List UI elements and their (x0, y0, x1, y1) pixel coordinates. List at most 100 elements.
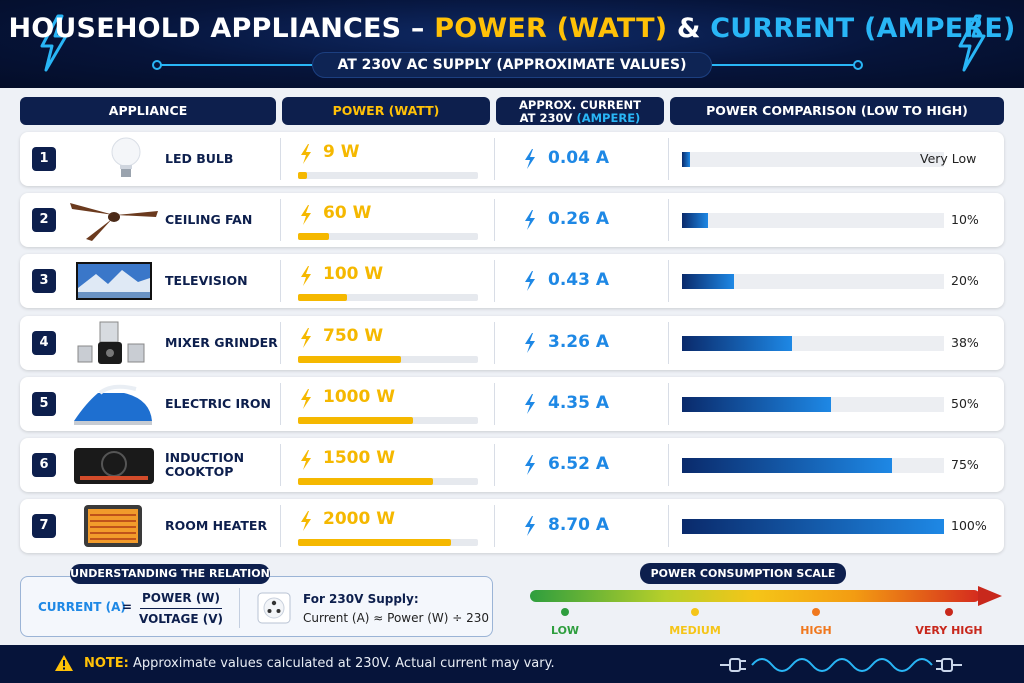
power-bolt-icon (300, 389, 312, 409)
comparison-bar-fill (682, 336, 793, 351)
power-bar-track (298, 539, 478, 546)
scale-dot (945, 608, 953, 616)
comparison-bar-track (682, 336, 944, 351)
column-divider (494, 505, 495, 547)
row-number: 5 (32, 392, 56, 416)
power-value: 2000 W (323, 509, 395, 529)
comparison-bar-fill (682, 458, 892, 473)
lightning-bolt-icon (958, 14, 986, 72)
power-bolt-icon (300, 205, 312, 225)
table-row: 3 TELEVISION 100 W 0.43 A 20% (20, 254, 1004, 308)
power-bar-track (298, 356, 478, 363)
column-divider (280, 138, 281, 180)
current-bolt-icon (524, 149, 536, 169)
page-title: HOUSEHOLD APPLIANCES – POWER (WATT) & CU… (8, 13, 1016, 44)
column-divider (668, 260, 669, 302)
plug-wave-icon (720, 658, 962, 672)
row-number: 7 (32, 514, 56, 538)
scale-gradient-bar (530, 590, 980, 602)
column-divider (280, 444, 281, 486)
table-row: 4 MIXER GRINDER 750 W 3.26 A 38% (20, 316, 1004, 370)
comparison-label: 38% (951, 335, 979, 350)
formula-equals: = (122, 600, 133, 614)
appliance-name: TELEVISION (165, 273, 248, 288)
comparison-label: 75% (951, 457, 979, 472)
comparison-label: 10% (951, 212, 979, 227)
power-bar-track (298, 294, 478, 301)
current-value: 6.52 A (548, 454, 610, 474)
power-value: 1000 W (323, 387, 395, 407)
header-banner: HOUSEHOLD APPLIANCES – POWER (WATT) & CU… (0, 0, 1024, 88)
column-divider (668, 383, 669, 425)
power-bar-fill (298, 478, 433, 485)
power-bolt-icon (300, 450, 312, 470)
power-bar-fill (298, 172, 307, 179)
subtitle-divider-dot (853, 60, 863, 70)
power-bar-track (298, 417, 478, 424)
power-bar-fill (298, 233, 329, 240)
comparison-label: 50% (951, 396, 979, 411)
comparison-label: 100% (951, 518, 987, 533)
formula-lhs: CURRENT (A) (38, 600, 126, 614)
scale-label: MEDIUM (669, 624, 721, 637)
scale-label: VERY HIGH (915, 624, 983, 637)
power-bar-track (298, 172, 478, 179)
current-value: 3.26 A (548, 332, 610, 352)
appliance-image (66, 258, 160, 304)
comparison-bar-track (682, 274, 944, 289)
footer-bar (0, 645, 1024, 683)
current-bolt-icon (524, 394, 536, 414)
scale-label: HIGH (800, 624, 832, 637)
table-row: 2 CEILING FAN 60 W 0.26 A 10% (20, 193, 1004, 247)
power-bolt-icon (300, 144, 312, 164)
power-bolt-icon (300, 328, 312, 348)
column-header-power: POWER (WATT) (282, 97, 490, 125)
comparison-bar-fill (682, 213, 709, 228)
column-divider (280, 383, 281, 425)
power-value: 9 W (323, 142, 360, 162)
relation-box (20, 576, 493, 637)
comparison-bar-fill (682, 397, 832, 412)
comparison-bar-track (682, 519, 944, 534)
current-value: 4.35 A (548, 393, 610, 413)
appliance-name: LED BULB (165, 151, 234, 166)
fraction-bar (140, 608, 222, 609)
power-bolt-icon (300, 511, 312, 531)
power-bar-fill (298, 417, 414, 424)
scale-dot (812, 608, 820, 616)
column-divider (494, 138, 495, 180)
column-divider (668, 138, 669, 180)
appliance-image (66, 442, 160, 488)
comparison-bar-track (682, 458, 944, 473)
row-number: 1 (32, 147, 56, 171)
current-value: 8.70 A (548, 515, 610, 535)
subtitle-divider (158, 64, 312, 66)
comparison-bar-track (682, 397, 944, 412)
column-divider (668, 199, 669, 241)
current-bolt-icon (524, 210, 536, 230)
row-number: 2 (32, 208, 56, 232)
column-divider (494, 383, 495, 425)
power-bar-fill (298, 539, 451, 546)
appliance-image (66, 136, 160, 182)
current-value: 0.04 A (548, 148, 610, 168)
column-divider (668, 322, 669, 364)
comparison-label: 20% (951, 273, 979, 288)
column-divider (494, 444, 495, 486)
appliance-name: ROOM HEATER (165, 518, 268, 533)
scale-dot (561, 608, 569, 616)
power-bar-track (298, 478, 478, 485)
warning-icon (55, 655, 73, 671)
power-bolt-icon (300, 266, 312, 286)
column-divider (668, 505, 669, 547)
comparison-bar-fill (682, 519, 944, 534)
column-header-current: APPROX. CURRENT AT 230V (AMPERE) (496, 97, 664, 125)
current-bolt-icon (524, 516, 536, 536)
appliance-name: INDUCTION COOKTOP (165, 450, 245, 479)
appliance-image (66, 320, 160, 366)
subtitle-divider (712, 64, 858, 66)
power-value: 1500 W (323, 448, 395, 468)
appliance-name: ELECTRIC IRON (165, 396, 271, 411)
comparison-bar-track (682, 152, 944, 167)
footer-note: NOTE: Approximate values calculated at 2… (84, 656, 555, 671)
